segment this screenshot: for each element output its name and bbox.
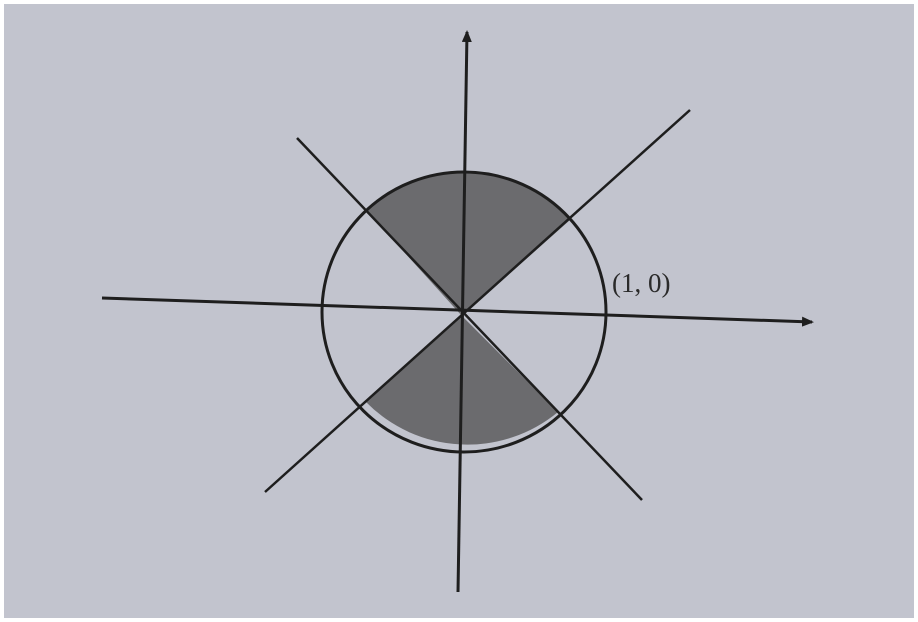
upper-shaded-sector <box>366 171 570 316</box>
paper-background: (1, 0) <box>4 4 914 618</box>
point-label: (1, 0) <box>612 268 670 298</box>
x-axis <box>101 296 814 327</box>
y-axis <box>456 30 472 593</box>
diagonal-line-positive <box>264 109 691 493</box>
unit-circle-diagram: (1, 0) <box>101 30 814 593</box>
diagonal-line-negative <box>296 137 643 501</box>
